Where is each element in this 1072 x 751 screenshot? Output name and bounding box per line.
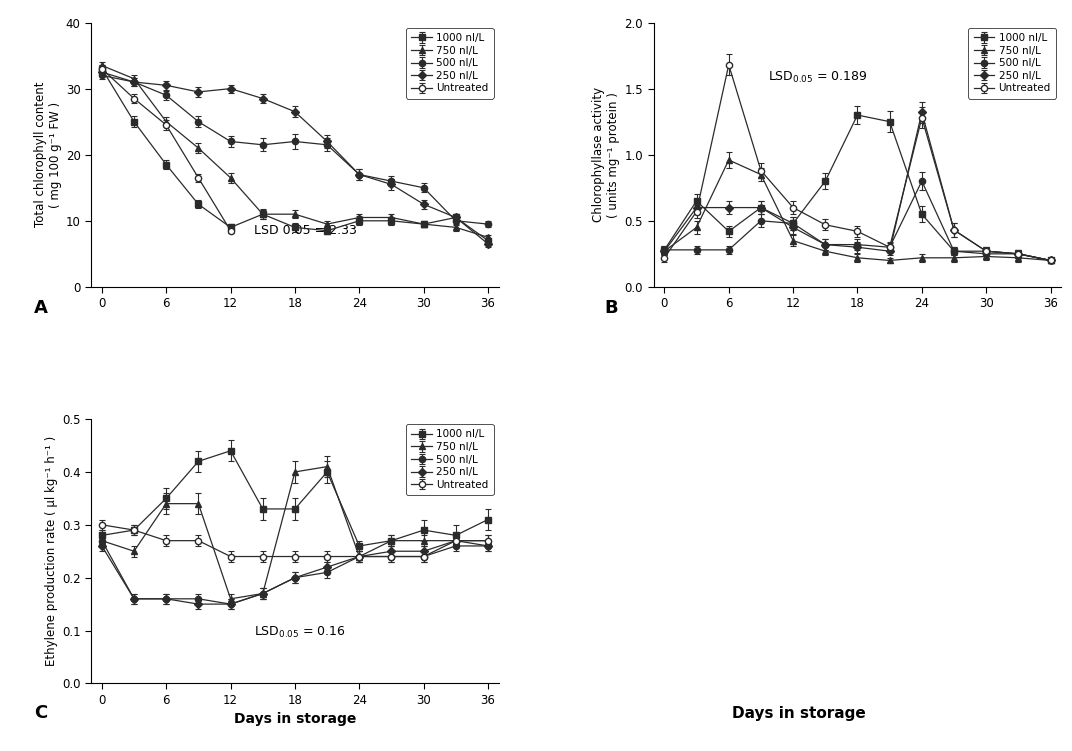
Text: A: A — [34, 300, 48, 318]
Text: LSD 0.05 = 2.33: LSD 0.05 = 2.33 — [254, 224, 357, 237]
Text: B: B — [605, 300, 619, 318]
Text: LSD$_{0.05}$ = 0.189: LSD$_{0.05}$ = 0.189 — [768, 70, 867, 85]
Y-axis label: Ethylene production rate ( µl kg⁻¹ h⁻¹ ): Ethylene production rate ( µl kg⁻¹ h⁻¹ ) — [45, 436, 58, 666]
Text: LSD$_{0.05}$ = 0.16: LSD$_{0.05}$ = 0.16 — [254, 625, 346, 640]
Text: C: C — [34, 704, 47, 722]
Legend: 1000 nl/L, 750 nl/L, 500 nl/L, 250 nl/L, Untreated: 1000 nl/L, 750 nl/L, 500 nl/L, 250 nl/L,… — [968, 28, 1056, 98]
X-axis label: Days in storage: Days in storage — [234, 713, 356, 726]
Legend: 1000 nl/L, 750 nl/L, 500 nl/L, 250 nl/L, Untreated: 1000 nl/L, 750 nl/L, 500 nl/L, 250 nl/L,… — [406, 424, 493, 495]
Y-axis label: Chlorophyllase activity
( units mg⁻¹ protein ): Chlorophyllase activity ( units mg⁻¹ pro… — [593, 87, 621, 222]
Y-axis label: Total chlorophyll content
( mg 100 g⁻¹ FW ): Total chlorophyll content ( mg 100 g⁻¹ F… — [33, 82, 62, 228]
Text: Days in storage: Days in storage — [732, 706, 865, 721]
Legend: 1000 nl/L, 750 nl/L, 500 nl/L, 250 nl/L, Untreated: 1000 nl/L, 750 nl/L, 500 nl/L, 250 nl/L,… — [406, 28, 493, 98]
